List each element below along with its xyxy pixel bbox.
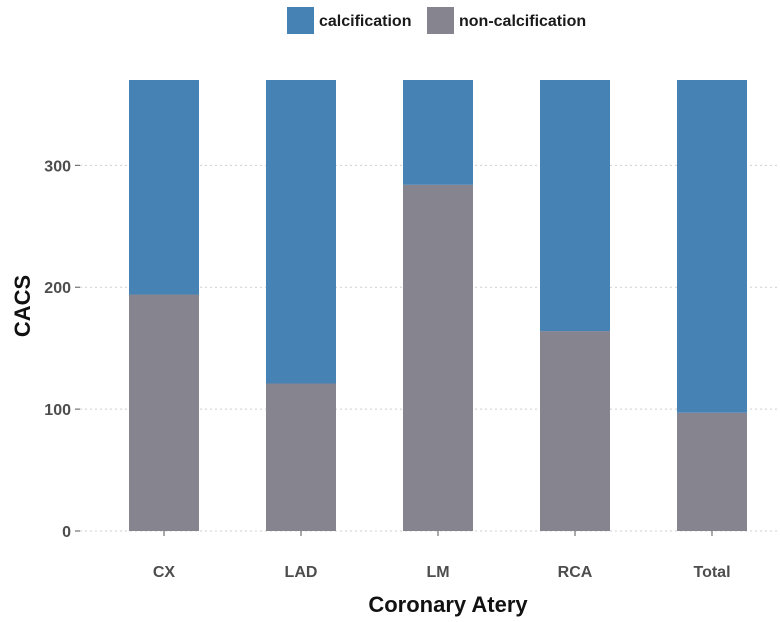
legend-label-non-calcification: non-calcification: [459, 13, 586, 30]
x-tick-label-total: Total: [693, 564, 730, 581]
x-axis: CX LAD LM RCA Total: [153, 531, 731, 581]
bar-rca-non-calcification: [540, 331, 610, 531]
bar-rca-calcification: [540, 80, 610, 332]
bar-lm-calcification: [403, 80, 473, 185]
y-tick-label-0: 0: [62, 524, 71, 541]
bar-lad-calcification: [266, 80, 336, 384]
bar-lm-non-calcification: [403, 184, 473, 531]
y-tick-label-300: 300: [44, 158, 71, 175]
y-tick-label-200: 200: [44, 280, 71, 297]
legend-label-calcification: calcification: [319, 13, 411, 30]
x-tick-label-lad: LAD: [285, 564, 318, 581]
x-axis-title: Coronary Atery: [368, 592, 528, 617]
legend-key-calcification: [287, 7, 314, 34]
bar-total-non-calcification: [677, 412, 747, 531]
y-axis: 0 100 200 300: [44, 158, 80, 541]
bar-lad-non-calcification: [266, 383, 336, 531]
bars: [129, 80, 747, 531]
bar-cx-non-calcification: [129, 294, 199, 531]
x-tick-label-lm: LM: [426, 564, 449, 581]
legend: calcification non-calcification: [287, 7, 586, 34]
legend-key-non-calcification: [427, 7, 454, 34]
bar-total-calcification: [677, 80, 747, 413]
y-tick-label-100: 100: [44, 402, 71, 419]
x-tick-label-cx: CX: [153, 564, 176, 581]
x-tick-label-rca: RCA: [558, 564, 593, 581]
y-axis-title: CACS: [10, 275, 35, 337]
bar-cx-calcification: [129, 80, 199, 295]
